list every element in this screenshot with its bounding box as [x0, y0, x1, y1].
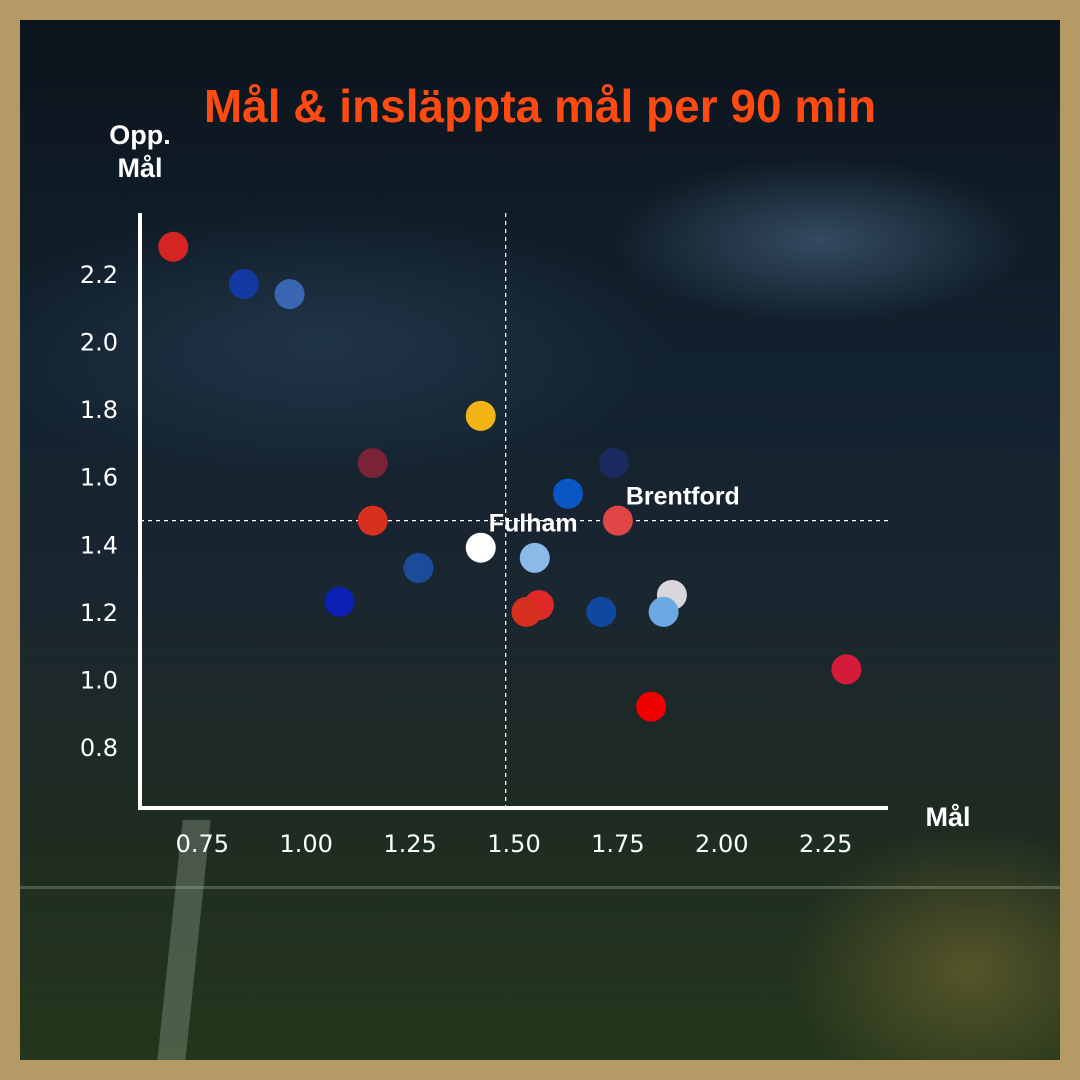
y-tick-labels: 2.2 2.0 1.8 1.6 1.4 1.2 1.0 0.8	[80, 261, 118, 762]
x-tick-label: 2.00	[695, 830, 748, 858]
chart-title: Mål & insläppta mål per 90 min	[204, 80, 876, 132]
data-point	[274, 279, 305, 310]
y-tick-label: 2.2	[80, 261, 118, 289]
y-tick-label: 1.0	[80, 667, 118, 695]
data-point	[602, 505, 633, 536]
data-point	[598, 448, 629, 479]
data-points	[158, 231, 862, 722]
point-label: Brentford	[626, 483, 740, 511]
point-labels: Brentford Fulham	[489, 483, 740, 538]
data-point	[357, 505, 388, 536]
data-point	[324, 586, 355, 617]
data-point	[465, 400, 496, 431]
data-point	[228, 268, 259, 299]
x-axis-title: Mål	[925, 802, 970, 832]
y-tick-label: 1.6	[80, 464, 118, 492]
x-tick-label: 2.25	[799, 830, 852, 858]
data-point	[553, 478, 584, 509]
y-tick-label: 1.8	[80, 396, 118, 424]
pitch-marking	[20, 886, 1060, 889]
y-axis-title-line2: Mål	[117, 153, 162, 183]
data-point	[158, 231, 189, 262]
data-point	[831, 654, 862, 685]
data-point	[511, 596, 542, 627]
y-tick-label: 1.4	[80, 531, 118, 559]
data-point	[403, 552, 434, 583]
y-tick-label: 1.2	[80, 599, 118, 627]
x-tick-label: 1.25	[383, 830, 436, 858]
y-tick-label: 2.0	[80, 328, 118, 356]
x-tick-label: 1.50	[487, 830, 540, 858]
x-tick-label: 0.75	[176, 830, 229, 858]
data-point	[519, 542, 550, 573]
point-label: Fulham	[489, 510, 578, 538]
y-axis-title-line1: Opp.	[109, 120, 171, 150]
data-point	[357, 448, 388, 479]
stadium-background	[20, 20, 1060, 1060]
y-tick-label: 0.8	[80, 734, 118, 762]
x-tick-label: 1.75	[591, 830, 644, 858]
data-point	[465, 532, 496, 563]
data-point	[648, 596, 679, 627]
data-point	[586, 596, 617, 627]
data-point	[636, 691, 667, 722]
x-tick-labels: 0.75 1.00 1.25 1.50 1.75 2.00 2.25	[176, 830, 853, 858]
x-tick-label: 1.00	[280, 830, 333, 858]
